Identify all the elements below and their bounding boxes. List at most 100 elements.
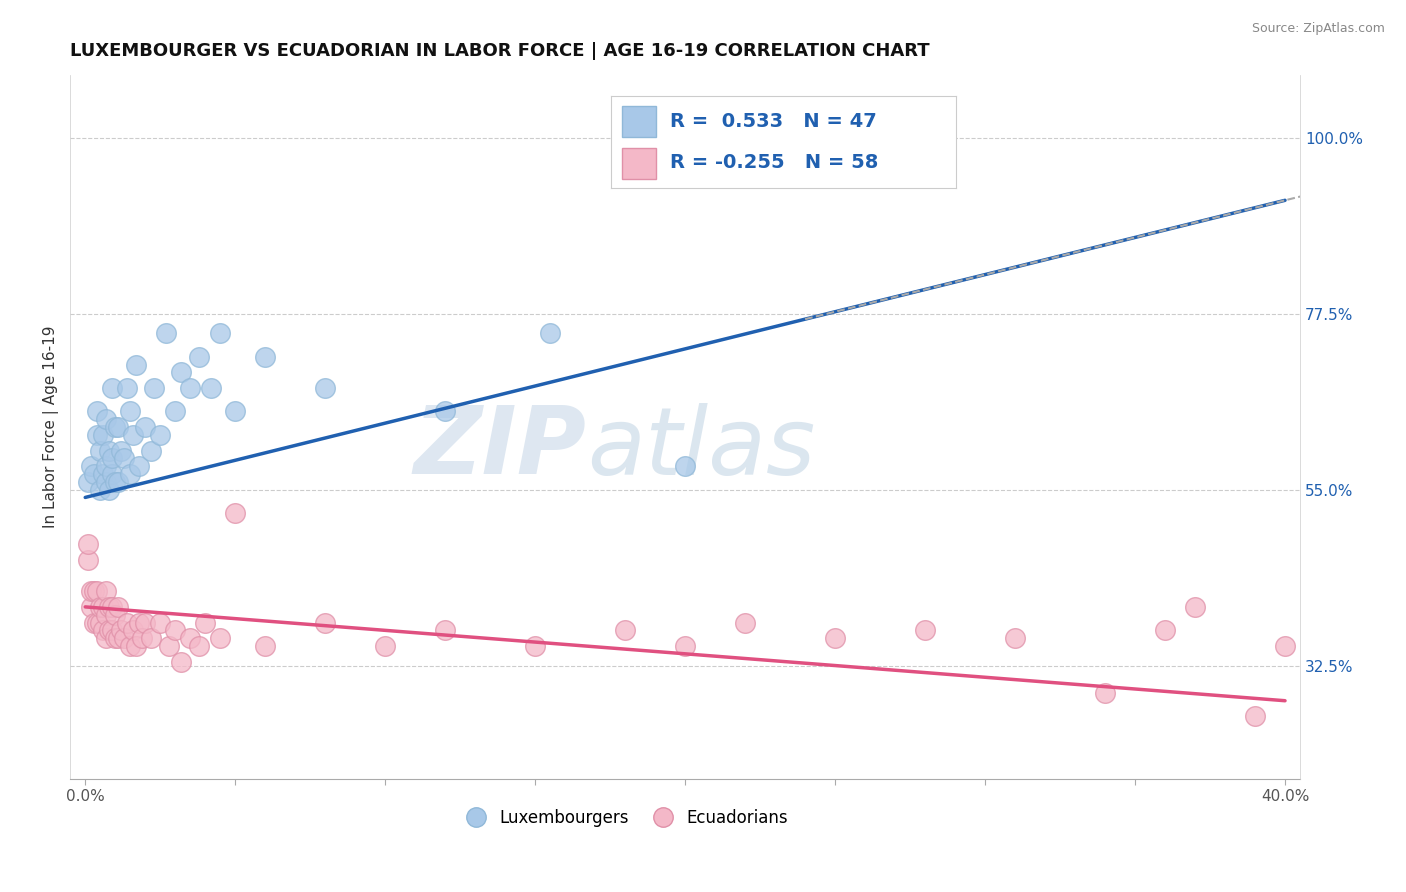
Point	[112, 631, 135, 645]
Point	[155, 326, 177, 341]
Point	[77, 475, 100, 489]
Y-axis label: In Labor Force | Age 16-19: In Labor Force | Age 16-19	[44, 326, 59, 528]
Point	[434, 624, 457, 638]
Point	[89, 443, 111, 458]
Point	[224, 506, 246, 520]
Point	[120, 639, 142, 653]
Point	[89, 483, 111, 497]
Text: Source: ZipAtlas.com: Source: ZipAtlas.com	[1251, 22, 1385, 36]
Point	[96, 459, 118, 474]
Point	[209, 326, 232, 341]
Point	[1244, 709, 1267, 723]
Point	[96, 584, 118, 599]
Point	[914, 624, 936, 638]
Text: LUXEMBOURGER VS ECUADORIAN IN LABOR FORCE | AGE 16-19 CORRELATION CHART: LUXEMBOURGER VS ECUADORIAN IN LABOR FORC…	[70, 42, 929, 60]
Point	[179, 381, 201, 395]
Point	[143, 381, 166, 395]
Point	[434, 404, 457, 418]
Point	[149, 428, 172, 442]
Point	[179, 631, 201, 645]
Point	[188, 350, 211, 364]
Point	[194, 615, 217, 630]
Point	[86, 428, 108, 442]
Point	[134, 420, 156, 434]
Point	[112, 451, 135, 466]
Point	[83, 584, 105, 599]
Point	[128, 459, 150, 474]
Point	[89, 599, 111, 614]
Point	[110, 443, 132, 458]
Point	[86, 584, 108, 599]
Point	[673, 459, 696, 474]
Point	[101, 467, 124, 481]
Point	[91, 599, 114, 614]
Point	[96, 631, 118, 645]
Point	[115, 381, 138, 395]
Point	[1274, 639, 1296, 653]
Point	[314, 615, 336, 630]
Point	[209, 631, 232, 645]
Point	[131, 631, 153, 645]
Point	[86, 615, 108, 630]
Point	[96, 607, 118, 622]
Legend: Luxembourgers, Ecuadorians: Luxembourgers, Ecuadorians	[453, 803, 794, 834]
Point	[98, 599, 121, 614]
Point	[134, 615, 156, 630]
Text: ZIP: ZIP	[413, 402, 586, 494]
Point	[101, 624, 124, 638]
Point	[115, 615, 138, 630]
Point	[80, 584, 103, 599]
Point	[83, 615, 105, 630]
Point	[98, 624, 121, 638]
Point	[165, 404, 187, 418]
Point	[125, 358, 148, 372]
Point	[128, 615, 150, 630]
Point	[107, 420, 129, 434]
Point	[1094, 686, 1116, 700]
Point	[734, 615, 756, 630]
Point	[107, 475, 129, 489]
Point	[122, 428, 145, 442]
Point	[104, 475, 127, 489]
Point	[808, 146, 831, 161]
Point	[538, 326, 561, 341]
Point	[170, 655, 193, 669]
Point	[77, 537, 100, 551]
Point	[101, 381, 124, 395]
Point	[157, 639, 180, 653]
Point	[120, 404, 142, 418]
Point	[98, 483, 121, 497]
Point	[673, 639, 696, 653]
Point	[165, 624, 187, 638]
Point	[614, 624, 637, 638]
Point	[122, 624, 145, 638]
Point	[149, 615, 172, 630]
Point	[107, 599, 129, 614]
Point	[120, 467, 142, 481]
Point	[89, 615, 111, 630]
Point	[110, 624, 132, 638]
Point	[1154, 624, 1177, 638]
Point	[125, 639, 148, 653]
Text: atlas: atlas	[586, 402, 815, 493]
Point	[101, 599, 124, 614]
Point	[824, 631, 846, 645]
Point	[374, 639, 396, 653]
Point	[224, 404, 246, 418]
Point	[524, 639, 547, 653]
Point	[104, 631, 127, 645]
Point	[107, 631, 129, 645]
Point	[83, 467, 105, 481]
Point	[80, 459, 103, 474]
Point	[91, 624, 114, 638]
Point	[188, 639, 211, 653]
Point	[104, 607, 127, 622]
Point	[91, 428, 114, 442]
Point	[101, 451, 124, 466]
Point	[254, 639, 277, 653]
Point	[80, 599, 103, 614]
Point	[91, 467, 114, 481]
Point	[77, 553, 100, 567]
Point	[98, 443, 121, 458]
Point	[141, 443, 163, 458]
